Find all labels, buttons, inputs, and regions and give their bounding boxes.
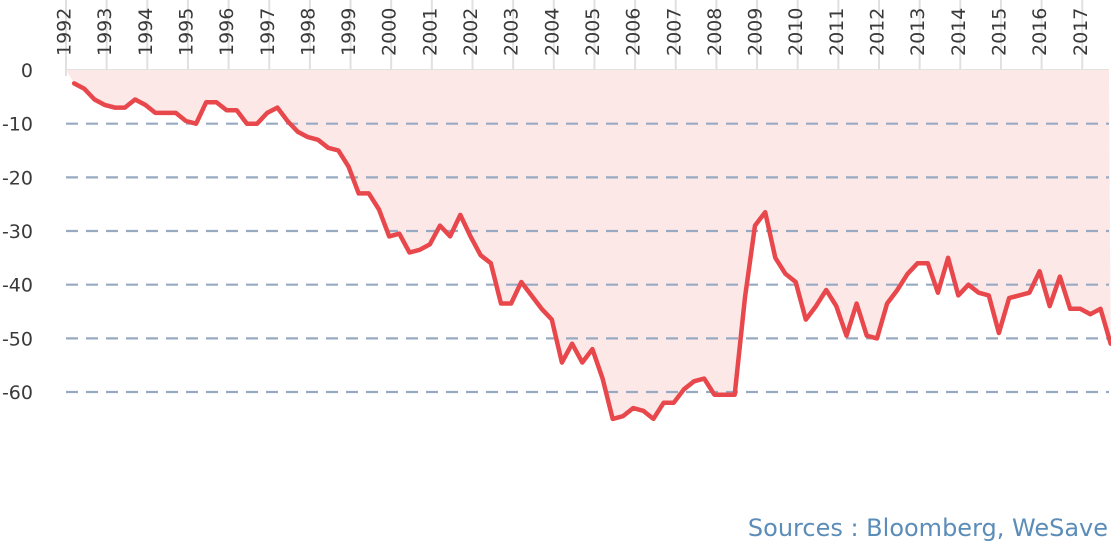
x-tick-label: 2003 [501, 8, 523, 56]
y-tick-label: -10 [2, 114, 33, 136]
y-tick-label: -30 [2, 221, 33, 243]
x-tick-label: 2004 [541, 8, 563, 56]
x-tick-labels: 1992 1993 1994 1995 1996 1997 1998 1999 2000 2001… [54, 8, 1092, 56]
source-note: Sources : Bloomberg, WeSave [747, 514, 1108, 542]
x-tick-label: 2013 [907, 8, 929, 56]
area-fill [66, 70, 1111, 419]
x-tick-label: 2014 [948, 8, 970, 56]
x-tick-label: 1999 [338, 8, 360, 56]
x-tick-label: 2008 [704, 8, 726, 56]
y-tick-label: 0 [21, 60, 33, 82]
y-tick-labels: 0 -10 -20 -30 -40 -50 -60 [2, 60, 33, 404]
x-tick-label: 2011 [826, 8, 848, 56]
x-tick-label: 1995 [175, 8, 197, 56]
x-tick-label: 2016 [1029, 8, 1051, 56]
x-tick-label: 2009 [745, 8, 767, 56]
x-tick-label: 2000 [379, 8, 401, 56]
area-layer [66, 70, 1111, 419]
x-tick-label: 2017 [1070, 8, 1092, 56]
x-tick-label: 2002 [460, 8, 482, 56]
line-layer [71, 81, 1111, 422]
x-tick-label: 2010 [785, 8, 807, 56]
x-tick-label: 1994 [135, 8, 157, 56]
x-tick-label: 1998 [297, 8, 319, 56]
x-tick-label: 2005 [582, 8, 604, 56]
x-tick-label: 2007 [663, 8, 685, 56]
series-line [71, 81, 1111, 422]
y-tick-label: -60 [2, 382, 33, 404]
y-tick-label: -50 [2, 328, 33, 350]
y-tick-label: -40 [2, 275, 33, 297]
x-tick-label: 1992 [54, 8, 76, 56]
x-tick-label: 1997 [257, 8, 279, 56]
x-tick-label: 2006 [623, 8, 645, 56]
x-tick-label: 1993 [94, 8, 116, 56]
x-tick-label: 2001 [419, 8, 441, 56]
x-tick-label: 1996 [216, 8, 238, 56]
x-tick-label: 2012 [867, 8, 889, 56]
y-tick-label: -20 [2, 167, 33, 189]
x-tick-label: 2015 [988, 8, 1010, 56]
